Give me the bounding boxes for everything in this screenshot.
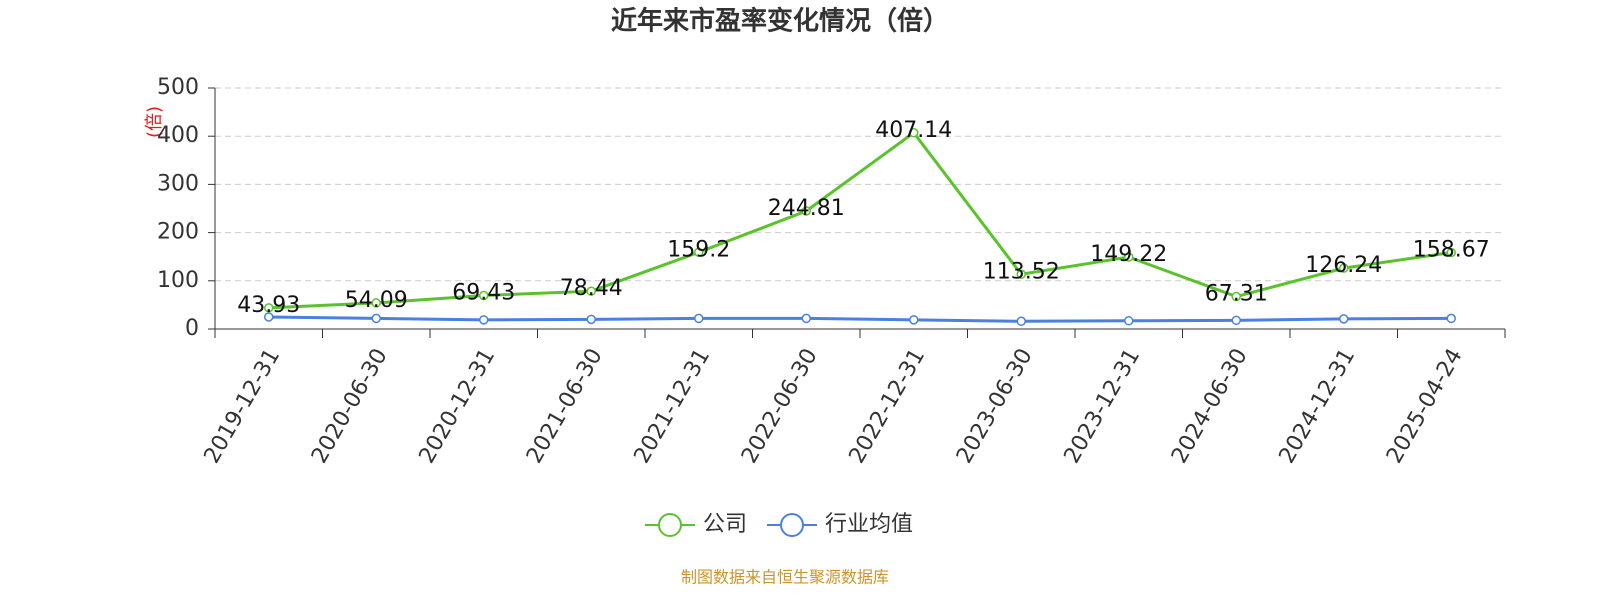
data-label: 126.24 xyxy=(1305,253,1382,278)
point xyxy=(1446,247,1456,258)
point xyxy=(264,303,274,313)
data-label: 407.14 xyxy=(875,118,952,143)
data-label: 244.81 xyxy=(768,196,845,221)
point xyxy=(1016,316,1026,327)
data-label: 78.44 xyxy=(560,276,623,301)
chart-title: 近年来市盈率变化情况（倍） xyxy=(611,6,949,37)
point xyxy=(909,315,919,325)
source-note: 制图数据来自恒生聚源数据库 xyxy=(681,568,889,587)
point xyxy=(909,128,919,138)
point xyxy=(479,290,489,301)
point xyxy=(694,313,704,324)
x-tick-label: 2020-12-31 xyxy=(415,345,501,468)
point xyxy=(479,315,489,325)
data-label: 159.2 xyxy=(667,237,730,262)
data-label: 158.67 xyxy=(1413,238,1490,263)
data-label: 149.22 xyxy=(1090,242,1167,267)
y-tick-label: 400 xyxy=(157,123,199,148)
y-axis-label: (倍) xyxy=(144,106,165,138)
point xyxy=(1124,316,1134,326)
x-tick-label: 2023-12-31 xyxy=(1060,345,1146,468)
point xyxy=(586,314,596,325)
point xyxy=(1231,315,1241,326)
point xyxy=(1016,269,1026,280)
x-tick-label: 2022-12-31 xyxy=(845,345,931,468)
data-label: 69.43 xyxy=(452,281,515,306)
x-tick-label: 2021-06-30 xyxy=(522,345,608,468)
point xyxy=(1339,263,1349,273)
point xyxy=(801,206,811,216)
x-tick-label: 2024-06-30 xyxy=(1167,345,1253,468)
y-tick-label: 500 xyxy=(157,75,199,100)
point xyxy=(371,298,381,308)
legend-label: 公司 xyxy=(703,512,747,537)
point xyxy=(371,313,381,324)
point xyxy=(694,247,704,258)
series-line xyxy=(268,315,1452,323)
y-tick-label: 0 xyxy=(185,316,199,341)
series-line xyxy=(268,130,1452,310)
point xyxy=(586,286,596,296)
legend-marker xyxy=(658,513,682,537)
x-tick-label: 2024-12-31 xyxy=(1275,345,1361,468)
y-tick-label: 100 xyxy=(157,268,199,293)
data-label: 113.52 xyxy=(983,259,1060,284)
legend-marker xyxy=(780,513,805,537)
y-tick-label: 200 xyxy=(157,220,199,245)
x-tick-label: 2022-06-30 xyxy=(737,345,823,468)
point xyxy=(1231,291,1241,302)
x-tick-label: 2020-06-30 xyxy=(307,345,393,468)
point xyxy=(1124,252,1134,262)
x-tick-label: 2023-06-30 xyxy=(952,345,1038,468)
point xyxy=(264,312,274,322)
point xyxy=(801,313,811,324)
x-tick-label: 2019-12-31 xyxy=(200,345,286,468)
point xyxy=(1339,314,1349,324)
x-tick-label: 2021-12-31 xyxy=(630,345,716,468)
y-tick-label: 300 xyxy=(157,171,199,196)
point xyxy=(1446,313,1456,324)
x-tick-label: 2025-04-24 xyxy=(1382,345,1468,468)
data-label: 67.31 xyxy=(1205,282,1268,307)
data-label: 54.09 xyxy=(345,288,408,313)
legend-label: 行业均值 xyxy=(825,512,913,537)
